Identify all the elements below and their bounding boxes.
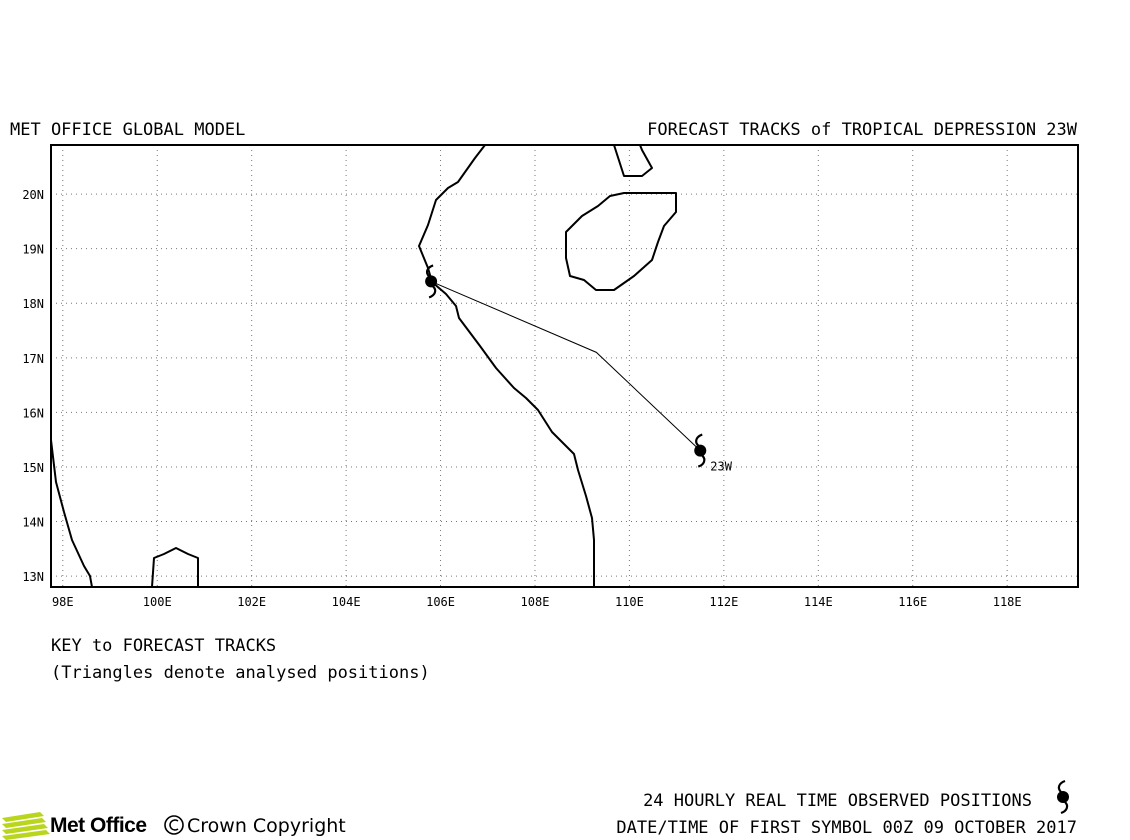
latitude-axis: 13N 14N 15N 16N 17N 18N 19N 20N — [22, 188, 44, 584]
lat-tick-label: 13N — [22, 570, 44, 584]
first-symbol-datetime: DATE/TIME OF FIRST SYMBOL 00Z 09 OCTOBER… — [616, 818, 1077, 838]
key-note: (Triangles denote analysed positions) — [51, 663, 430, 683]
lat-tick-label: 19N — [22, 243, 44, 257]
lon-tick-label: 112E — [709, 595, 738, 609]
lon-tick-label: 116E — [898, 595, 927, 609]
map-frame — [50, 144, 1079, 588]
map-grid — [51, 145, 1078, 587]
storm-label: 23W — [710, 460, 732, 474]
coastline-hainan — [565, 192, 677, 291]
coastline-layer — [51, 145, 677, 587]
copyright-icon — [164, 815, 184, 835]
lon-tick-label: 118E — [993, 595, 1022, 609]
lon-tick-label: 110E — [615, 595, 644, 609]
storm-legend-icon — [1057, 779, 1069, 815]
key-title: KEY to FORECAST TRACKS — [51, 636, 276, 656]
lon-tick-label: 104E — [332, 595, 361, 609]
coastline-vietnam-mainland — [418, 145, 595, 587]
storm-symbols-layer: 23W — [425, 264, 733, 474]
met-office-logo-text: Met Office — [50, 814, 147, 837]
forecast-track-layer — [430, 280, 701, 451]
lon-tick-label: 102E — [237, 595, 266, 609]
forecast-title: FORECAST TRACKS of TROPICAL DEPRESSION 2… — [647, 120, 1078, 140]
lat-tick-label: 17N — [22, 352, 44, 366]
lat-tick-label: 20N — [22, 188, 44, 202]
met-office-logo-icon — [2, 812, 50, 840]
lon-tick-label: 114E — [804, 595, 833, 609]
lat-tick-label: 14N — [22, 516, 44, 530]
lat-tick-label: 16N — [22, 406, 44, 420]
observed-positions-label: 24 HOURLY REAL TIME OBSERVED POSITIONS — [643, 791, 1032, 811]
coastline-leizhou — [613, 145, 653, 177]
model-title: MET OFFICE GLOBAL MODEL — [10, 120, 245, 140]
forecast-track-line — [430, 280, 701, 451]
lon-tick-label: 106E — [426, 595, 455, 609]
storm-symbol — [425, 264, 438, 299]
longitude-axis: 98E 100E 102E 104E 106E 108E 110E 112E 114E 116E 1… — [52, 595, 1022, 609]
lon-tick-label: 108E — [521, 595, 550, 609]
lat-tick-label: 18N — [22, 297, 44, 311]
coastline-west — [51, 439, 93, 587]
storm-symbol — [694, 433, 707, 468]
lat-tick-label: 15N — [22, 461, 44, 475]
lon-tick-label: 98E — [52, 595, 74, 609]
lon-tick-label: 100E — [143, 595, 172, 609]
coastline-gulf-thailand — [151, 547, 199, 587]
copyright-text: Crown Copyright — [187, 815, 346, 837]
